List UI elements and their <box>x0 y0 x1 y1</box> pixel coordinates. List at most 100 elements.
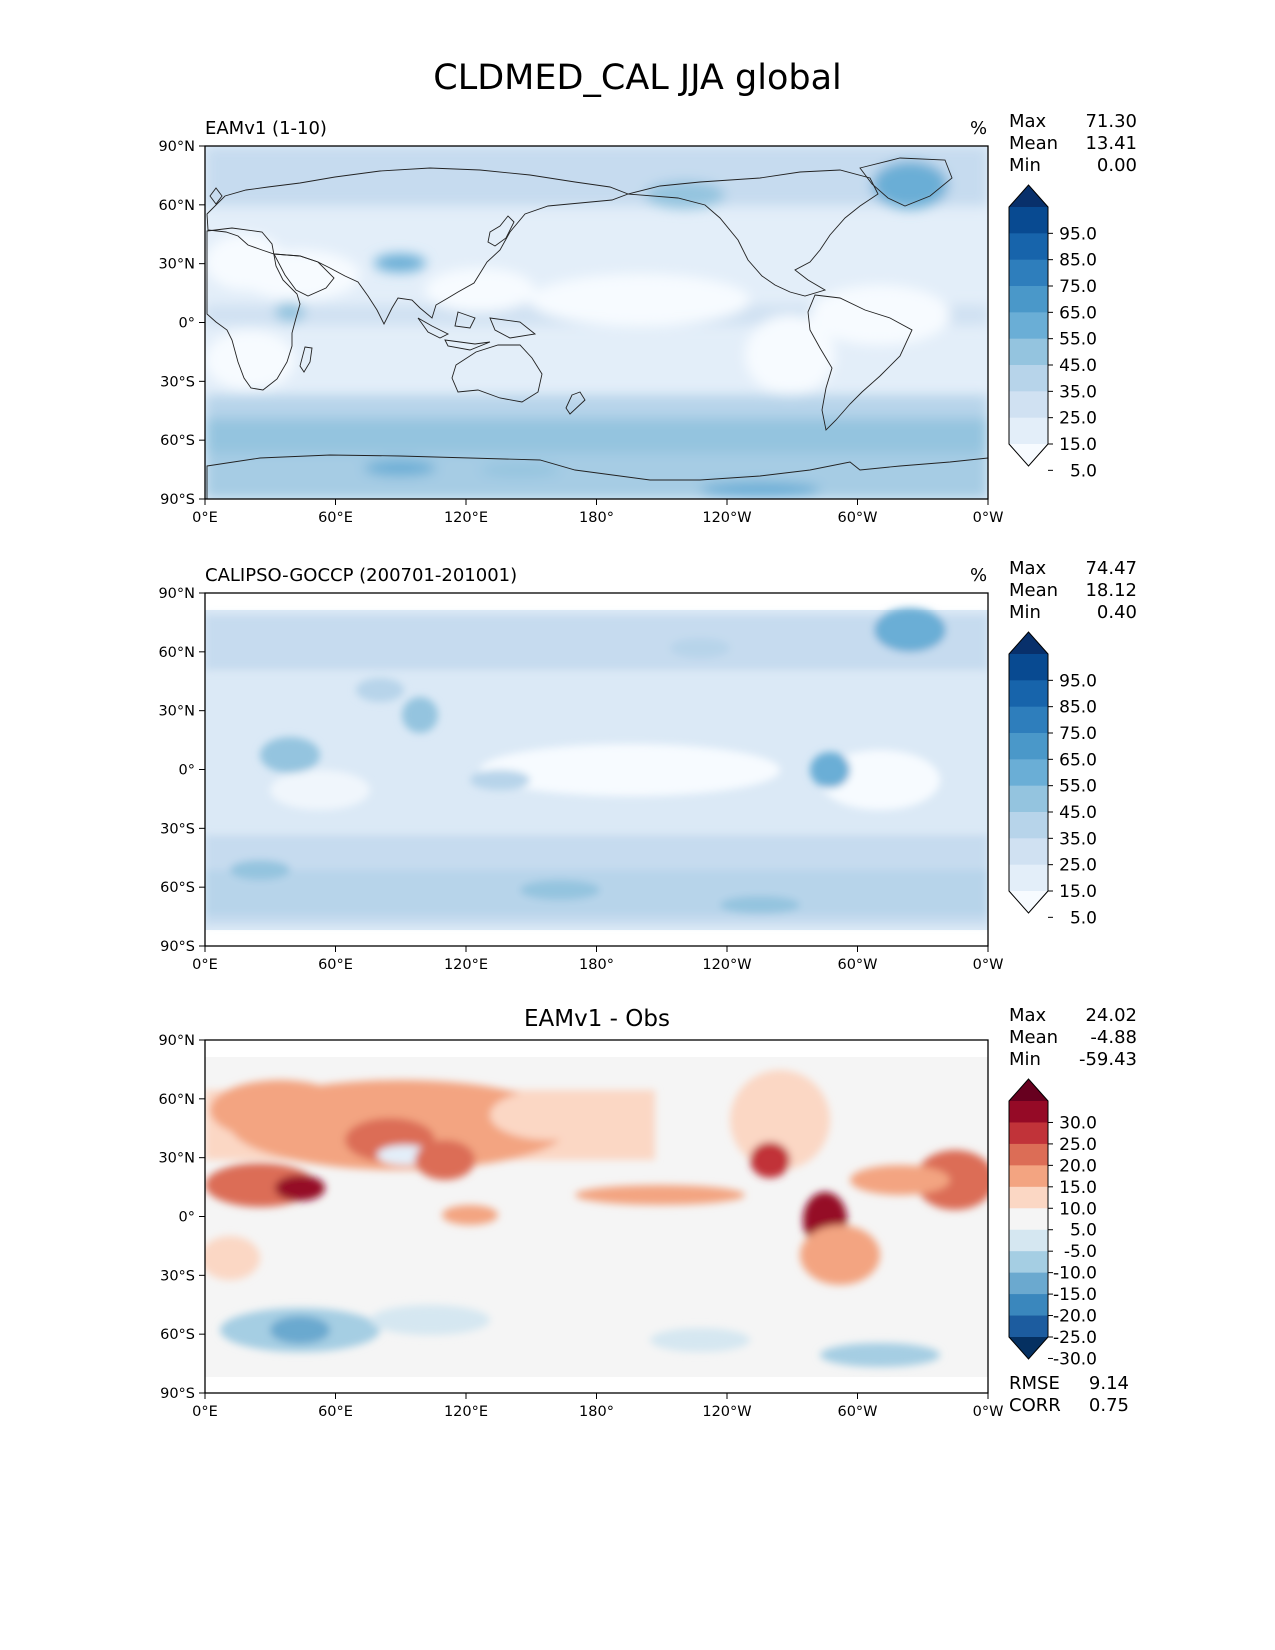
y-tick-label: 90°S <box>160 492 195 508</box>
y-tick-label: 90°N <box>158 1033 195 1049</box>
colorbar-segment <box>1009 759 1048 787</box>
panel-3-title: EAMv1 - Obs <box>524 1006 670 1032</box>
y-tick-label: 30°N <box>158 257 195 273</box>
x-tick-label: 60°W <box>837 957 877 973</box>
colorbar-extend-top <box>1009 1079 1048 1101</box>
colorbar-tick-label: 95.0 <box>1059 671 1097 691</box>
y-tick-label: 0° <box>179 1210 195 1226</box>
colorbar-tick-label: 75.0 <box>1059 277 1097 297</box>
x-tick-label: 120°W <box>702 1404 751 1420</box>
x-tick-label: 0°W <box>973 1404 1004 1420</box>
colorbar-segment <box>1009 417 1048 445</box>
colorbar-segment <box>1009 365 1048 392</box>
x-tick-label: 0°W <box>973 510 1004 526</box>
stat-key: Min <box>1009 155 1041 176</box>
colorbar-segment <box>1009 233 1048 261</box>
colorbar-segment <box>1009 1315 1048 1338</box>
colorbar-tick-label: -25.0 <box>1053 1328 1097 1348</box>
y-tick-label: 60°S <box>160 1327 195 1343</box>
panel-3-metrics: RMSE 9.14 CORR 0.75 <box>1009 1373 1129 1417</box>
colorbar-tick-label: 85.0 <box>1059 251 1097 271</box>
colorbar-tick-label: 10.0 <box>1059 1199 1097 1219</box>
colorbar-tick-label: 30.0 <box>1059 1113 1097 1133</box>
colorbar-extend-bottom <box>1009 891 1048 913</box>
colorbar-tick-label: 5.0 <box>1070 1221 1097 1241</box>
y-tick-label: 60°N <box>158 1092 195 1108</box>
colorbar-segment <box>1009 1186 1048 1209</box>
y-tick-label: 30°N <box>158 704 195 720</box>
colorbar-tick-label: 95.0 <box>1059 224 1097 244</box>
x-tick-label: 0°W <box>973 957 1004 973</box>
y-tick-label: 30°S <box>160 1268 195 1284</box>
colorbar-extend-top <box>1009 185 1048 207</box>
colorbar-segment <box>1009 312 1048 340</box>
panel-2-label: CALIPSO-GOCCP (200701-201001) <box>205 565 518 586</box>
y-tick-label: 60°S <box>160 880 195 896</box>
x-tick-label: 180° <box>579 510 614 526</box>
y-tick-label: 60°N <box>158 198 195 214</box>
colorbar-tick-label: 25.0 <box>1059 1135 1097 1155</box>
metric-key: CORR <box>1009 1395 1061 1416</box>
stat-value: 13.41 <box>1085 133 1137 154</box>
stat-value: 74.47 <box>1085 558 1137 579</box>
colorbar-segment <box>1009 1208 1048 1231</box>
colorbar-tick-label: -20.0 <box>1053 1307 1097 1327</box>
y-tick-label: 90°N <box>158 139 195 155</box>
colorbar-tick-label: 15.0 <box>1059 882 1097 902</box>
colorbar-segment <box>1009 680 1048 708</box>
colorbar-segment <box>1009 391 1048 419</box>
colorbar-segment <box>1009 1143 1048 1166</box>
colorbar-extend-top <box>1009 632 1048 654</box>
panel-2-stats: Max 74.47 Mean 18.12 Min 0.40 <box>1009 558 1137 624</box>
colorbar-tick-label: 25.0 <box>1059 856 1097 876</box>
colorbar-tick-label: -10.0 <box>1053 1264 1097 1284</box>
colorbar-segment <box>1009 1272 1048 1295</box>
stat-key: Max <box>1009 111 1047 132</box>
y-tick-label: 0° <box>179 763 195 779</box>
x-tick-label: 120°W <box>702 510 751 526</box>
x-tick-label: 60°W <box>837 1404 877 1420</box>
colorbar-segment <box>1009 338 1048 366</box>
stat-value: 71.30 <box>1085 111 1137 132</box>
stat-value: 24.02 <box>1085 1005 1137 1026</box>
colorbar-tick-label: 45.0 <box>1059 803 1097 823</box>
y-tick-label: 30°S <box>160 374 195 390</box>
colorbar-segment <box>1009 785 1048 813</box>
metric-key: RMSE <box>1009 1373 1060 1394</box>
stat-value: -59.43 <box>1078 1049 1137 1070</box>
colorbar-segment <box>1009 1294 1048 1317</box>
stat-key: Max <box>1009 558 1047 579</box>
y-tick-label: 0° <box>179 316 195 332</box>
colorbar-tick-label: 5.0 <box>1070 908 1097 928</box>
colorbar-tick-label: -5.0 <box>1064 1242 1097 1262</box>
y-tick-label: 90°S <box>160 1386 195 1402</box>
colorbar-segment <box>1009 864 1048 892</box>
colorbar-segment <box>1009 654 1048 681</box>
colorbar-segment <box>1009 1101 1048 1123</box>
x-tick-label: 0°E <box>192 957 218 973</box>
panel-1-label: EAMv1 (1-10) <box>205 118 327 139</box>
stat-value: 0.40 <box>1096 602 1137 623</box>
colorbar-segment <box>1009 207 1048 234</box>
x-tick-label: 60°W <box>837 510 877 526</box>
panel-3-stats: Max 24.02 Mean -4.88 Min -59.43 <box>1009 1005 1137 1071</box>
metric-value: 0.75 <box>1088 1395 1129 1416</box>
metric-value: 9.14 <box>1088 1373 1129 1394</box>
colorbar-segment <box>1009 1229 1048 1252</box>
stat-value: -4.88 <box>1090 1027 1137 1048</box>
axes-layer: 0°E 60°E 120°E 180° 120°W 60°W 0°W 90°N 60°N 30°N… <box>158 139 1003 1420</box>
y-tick-label: 90°S <box>160 939 195 955</box>
panel-1-stats: Max 71.30 Mean 13.41 Min 0.00 <box>1009 111 1137 177</box>
colorbar-tick-label: 65.0 <box>1059 750 1097 770</box>
x-tick-label: 60°E <box>318 957 353 973</box>
y-tick-label: 60°N <box>158 645 195 661</box>
stat-key: Min <box>1009 602 1041 623</box>
colorbar-tick-label: 55.0 <box>1059 330 1097 350</box>
stat-key: Mean <box>1009 580 1059 601</box>
colorbar-tick-label: 15.0 <box>1059 435 1097 455</box>
colorbar-segment <box>1009 1251 1048 1274</box>
y-tick-label: 30°N <box>158 1151 195 1167</box>
stat-key: Mean <box>1009 133 1059 154</box>
stat-key: Max <box>1009 1005 1047 1026</box>
